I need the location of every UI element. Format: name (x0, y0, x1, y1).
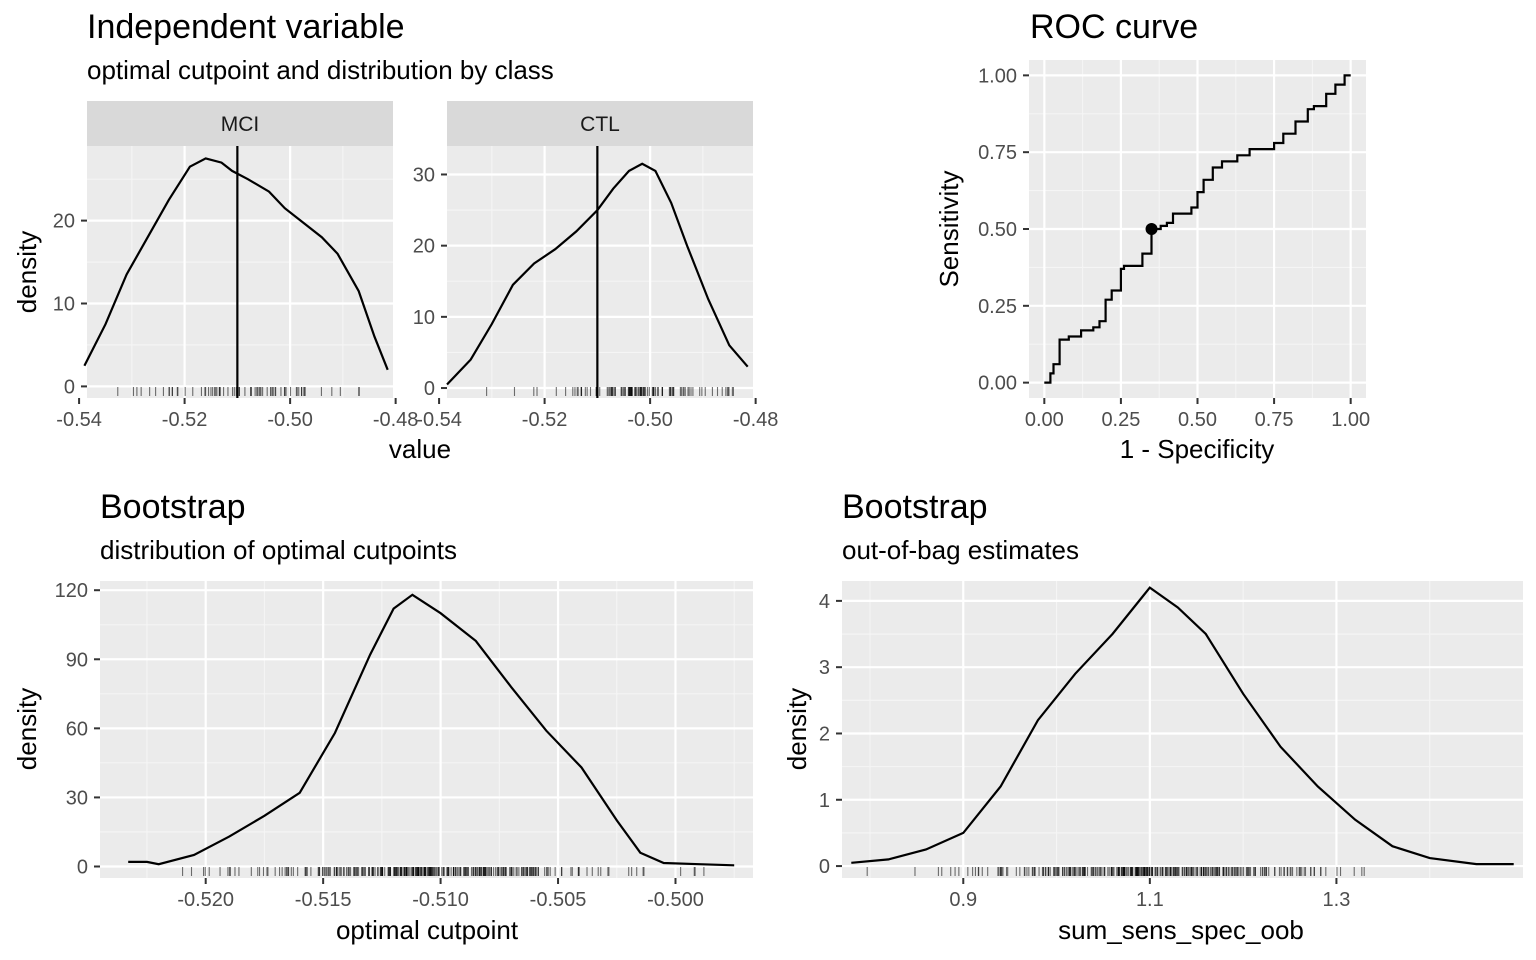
x-tick-label: -0.48 (373, 409, 419, 431)
x-axis-label: sum_sens_spec_oob (1058, 915, 1304, 945)
y-tick-label: 0 (64, 376, 75, 398)
y-axis-label: density (12, 231, 42, 313)
plot-panel (87, 146, 393, 398)
x-axis-label: 1 - Specificity (1120, 434, 1275, 464)
x-tick-label: -0.50 (627, 409, 673, 431)
x-tick-label: 1.1 (1136, 889, 1164, 911)
chart-title: ROC curve (1030, 8, 1198, 46)
facet-strip-label: CTL (580, 113, 620, 136)
y-tick-label: 1.00 (978, 65, 1017, 87)
x-tick-label: -0.48 (733, 409, 779, 431)
x-tick-label: -0.500 (647, 889, 704, 911)
chart-title: Independent variable (87, 8, 405, 46)
y-axis-label: density (782, 688, 812, 770)
x-tick-label: -0.520 (177, 889, 234, 911)
x-tick-label: -0.54 (56, 409, 102, 431)
y-tick-label: 0 (424, 378, 435, 400)
x-tick-label: -0.54 (416, 409, 462, 431)
y-tick-label: 1 (819, 790, 830, 812)
y-tick-label: 10 (53, 294, 75, 316)
y-axis-label: Sensitivity (934, 170, 964, 287)
plot-panel (842, 581, 1523, 878)
y-tick-label: 4 (819, 591, 830, 613)
y-tick-label: 20 (413, 236, 435, 258)
y-tick-label: 0 (819, 856, 830, 878)
x-tick-label: 1.3 (1323, 889, 1351, 911)
y-tick-label: 0.75 (978, 142, 1017, 164)
y-tick-label: 10 (413, 307, 435, 329)
y-tick-label: 20 (53, 211, 75, 233)
x-axis-label: optimal cutpoint (336, 915, 519, 945)
facet-strip-label: MCI (221, 113, 260, 136)
x-axis-label: value (389, 434, 451, 464)
y-tick-label: 30 (66, 787, 88, 809)
chart-title: Bootstrap (100, 488, 246, 526)
y-tick-label: 90 (66, 649, 88, 671)
chart-subtitle: out-of-bag estimates (842, 535, 1079, 565)
density-line-mci (83, 157, 389, 371)
y-tick-label: 0.50 (978, 219, 1017, 241)
y-tick-label: 2 (819, 723, 830, 745)
density-line-ctl (446, 162, 749, 386)
y-tick-label: 0.00 (978, 373, 1017, 395)
plot-panel (447, 146, 753, 398)
facet-strip (87, 101, 393, 146)
x-tick-label: 0.50 (1178, 409, 1217, 431)
roc-step-line (1044, 74, 1351, 384)
x-tick-label: 1.00 (1331, 409, 1370, 431)
x-tick-label: 0.00 (1025, 409, 1064, 431)
y-tick-label: 60 (66, 718, 88, 740)
density-line (851, 586, 1514, 866)
x-tick-label: 0.75 (1255, 409, 1294, 431)
x-tick-label: -0.52 (162, 409, 208, 431)
optimal-cutpoint-marker (1145, 223, 1158, 235)
y-tick-label: 0.25 (978, 296, 1017, 318)
y-tick-label: 3 (819, 657, 830, 679)
density-line (128, 593, 735, 867)
y-tick-label: 0 (77, 856, 88, 878)
facet-strip (447, 101, 753, 146)
x-tick-label: -0.510 (412, 889, 469, 911)
y-tick-label: 30 (413, 164, 435, 186)
x-tick-label: 0.25 (1101, 409, 1140, 431)
chart-subtitle: distribution of optimal cutpoints (100, 535, 457, 565)
x-tick-label: 0.9 (949, 889, 977, 911)
x-tick-label: -0.50 (267, 409, 313, 431)
y-axis-label: density (12, 688, 42, 770)
x-tick-label: -0.515 (295, 889, 352, 911)
chart-subtitle: optimal cutpoint and distribution by cla… (87, 55, 554, 85)
x-tick-label: -0.505 (530, 889, 587, 911)
x-tick-label: -0.52 (522, 409, 568, 431)
plot-panel (100, 581, 753, 878)
y-tick-label: 120 (55, 580, 88, 602)
chart-title: Bootstrap (842, 488, 988, 526)
